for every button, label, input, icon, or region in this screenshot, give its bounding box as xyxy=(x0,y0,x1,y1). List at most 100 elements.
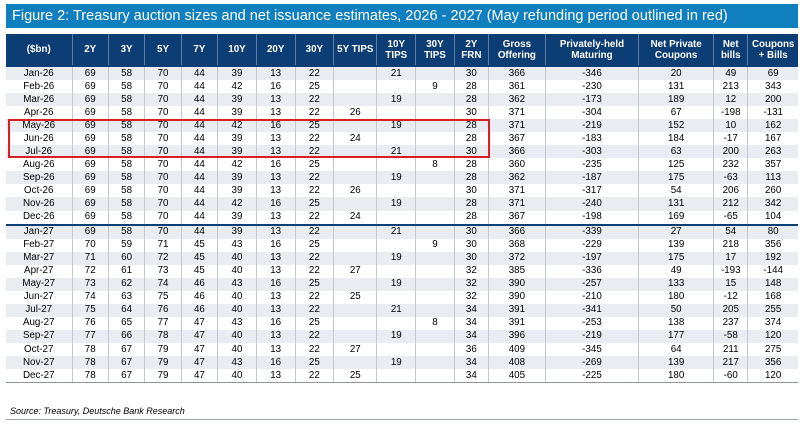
table-cell: 70 xyxy=(144,145,182,159)
table-cell: 15 xyxy=(713,277,749,291)
table-cell: 13 xyxy=(256,132,296,146)
table-cell: 16 xyxy=(256,356,296,370)
table-cell: 45 xyxy=(181,264,219,278)
table-cell: 72 xyxy=(144,251,182,265)
column-header: Net Private Coupons xyxy=(638,34,715,66)
table-cell: 13 xyxy=(256,251,296,265)
table-cell xyxy=(415,210,455,225)
table-cell: 263 xyxy=(747,145,798,159)
table-cell: 43 xyxy=(217,277,257,291)
table-cell: 79 xyxy=(144,342,182,357)
table-cell: 44 xyxy=(181,210,219,225)
table-cell: 58 xyxy=(108,184,146,198)
table-cell: 211 xyxy=(713,342,749,357)
table-cell: 371 xyxy=(488,184,546,198)
table-cell: 371 xyxy=(488,106,546,120)
table-cell: 13 xyxy=(256,171,296,185)
table-cell: 40 xyxy=(217,303,257,317)
table-cell: 28 xyxy=(454,93,489,107)
table-cell: 180 xyxy=(638,290,715,304)
table-cell xyxy=(415,171,455,185)
table-cell: 70 xyxy=(72,238,109,252)
table-cell: 44 xyxy=(181,106,219,120)
column-header: 5Y xyxy=(144,34,182,66)
column-header: Gross Offering xyxy=(488,34,546,66)
table-cell: 113 xyxy=(747,171,798,185)
table-cell: 44 xyxy=(181,223,219,239)
table-cell xyxy=(333,223,378,239)
table-cell: 162 xyxy=(747,119,798,133)
table-cell: 192 xyxy=(747,251,798,265)
table-cell: 19 xyxy=(376,356,417,370)
table-cell: 22 xyxy=(295,251,335,265)
table-cell: 131 xyxy=(638,80,715,94)
table-cell: 13 xyxy=(256,369,296,384)
table-cell: 357 xyxy=(747,158,798,172)
table-cell: 139 xyxy=(638,238,715,252)
table-cell xyxy=(333,64,378,81)
table-cell xyxy=(333,197,378,211)
table-cell: 21 xyxy=(376,223,417,239)
table-cell: 69 xyxy=(72,223,109,239)
table-cell xyxy=(376,369,417,384)
table-cell: -65 xyxy=(713,210,749,225)
table-cell xyxy=(333,303,378,317)
table-cell: 13 xyxy=(256,145,296,159)
table-cell: 70 xyxy=(144,80,182,94)
row-month: Dec-26 xyxy=(6,210,73,225)
table-cell: 70 xyxy=(144,184,182,198)
table-cell: -317 xyxy=(545,184,640,198)
table-cell: 66 xyxy=(108,329,146,343)
table-cell: 13 xyxy=(256,93,296,107)
table-cell: 22 xyxy=(295,369,335,384)
table-cell: 58 xyxy=(108,223,146,239)
table-cell: 49 xyxy=(638,264,715,278)
table-cell: 70 xyxy=(144,223,182,239)
table-cell: 42 xyxy=(217,119,257,133)
table-cell: 67 xyxy=(108,356,146,370)
table-cell: 362 xyxy=(488,171,546,185)
table-cell: 13 xyxy=(256,106,296,120)
column-header: 7Y xyxy=(181,34,219,66)
table-cell xyxy=(415,132,455,146)
table-cell: 104 xyxy=(747,210,798,225)
table-row: Jul-26 69 58 70 44 39 13 22 21 30 366 -303 63 200 263 xyxy=(6,145,798,159)
table-cell: 125 xyxy=(638,158,715,172)
table-cell: 58 xyxy=(108,158,146,172)
table-cell: 65 xyxy=(108,316,146,330)
table-cell: 16 xyxy=(256,277,296,291)
table-cell: 58 xyxy=(108,80,146,94)
column-header: 10Y xyxy=(217,34,257,66)
table-cell: 58 xyxy=(108,171,146,185)
table-cell: 46 xyxy=(181,303,219,317)
table-cell: 368 xyxy=(488,238,546,252)
table-cell: 20 xyxy=(638,64,715,81)
table-cell: 16 xyxy=(256,197,296,211)
table-cell: 34 xyxy=(454,303,489,317)
table-cell: 22 xyxy=(295,64,335,81)
table-cell: 13 xyxy=(256,184,296,198)
table-cell: 212 xyxy=(713,197,749,211)
table-cell: 54 xyxy=(713,223,749,239)
table-cell: -225 xyxy=(545,369,640,384)
table-cell: 19 xyxy=(376,171,417,185)
table-cell: 70 xyxy=(144,210,182,225)
table-cell xyxy=(333,356,378,370)
table-row: Jun-26 69 58 70 44 39 13 22 24 28 367 -183 184 -17 167 xyxy=(6,132,798,146)
table-cell: 30 xyxy=(454,238,489,252)
table-cell: 73 xyxy=(72,277,109,291)
row-month: Sep-26 xyxy=(6,171,73,185)
table-cell: 30 xyxy=(454,64,489,81)
table-cell xyxy=(376,290,417,304)
row-month: Oct-26 xyxy=(6,184,73,198)
table-cell: 40 xyxy=(217,264,257,278)
table-cell xyxy=(415,93,455,107)
table-row: Oct-26 69 58 70 44 39 13 22 26 30 371 -317 54 206 260 xyxy=(6,184,798,198)
table-cell xyxy=(333,329,378,343)
row-month: Jan-27 xyxy=(6,223,73,239)
table-cell: 69 xyxy=(72,210,109,225)
table-cell: 19 xyxy=(376,93,417,107)
table-cell: 360 xyxy=(488,158,546,172)
table-cell: 343 xyxy=(747,80,798,94)
table-cell: 78 xyxy=(144,329,182,343)
